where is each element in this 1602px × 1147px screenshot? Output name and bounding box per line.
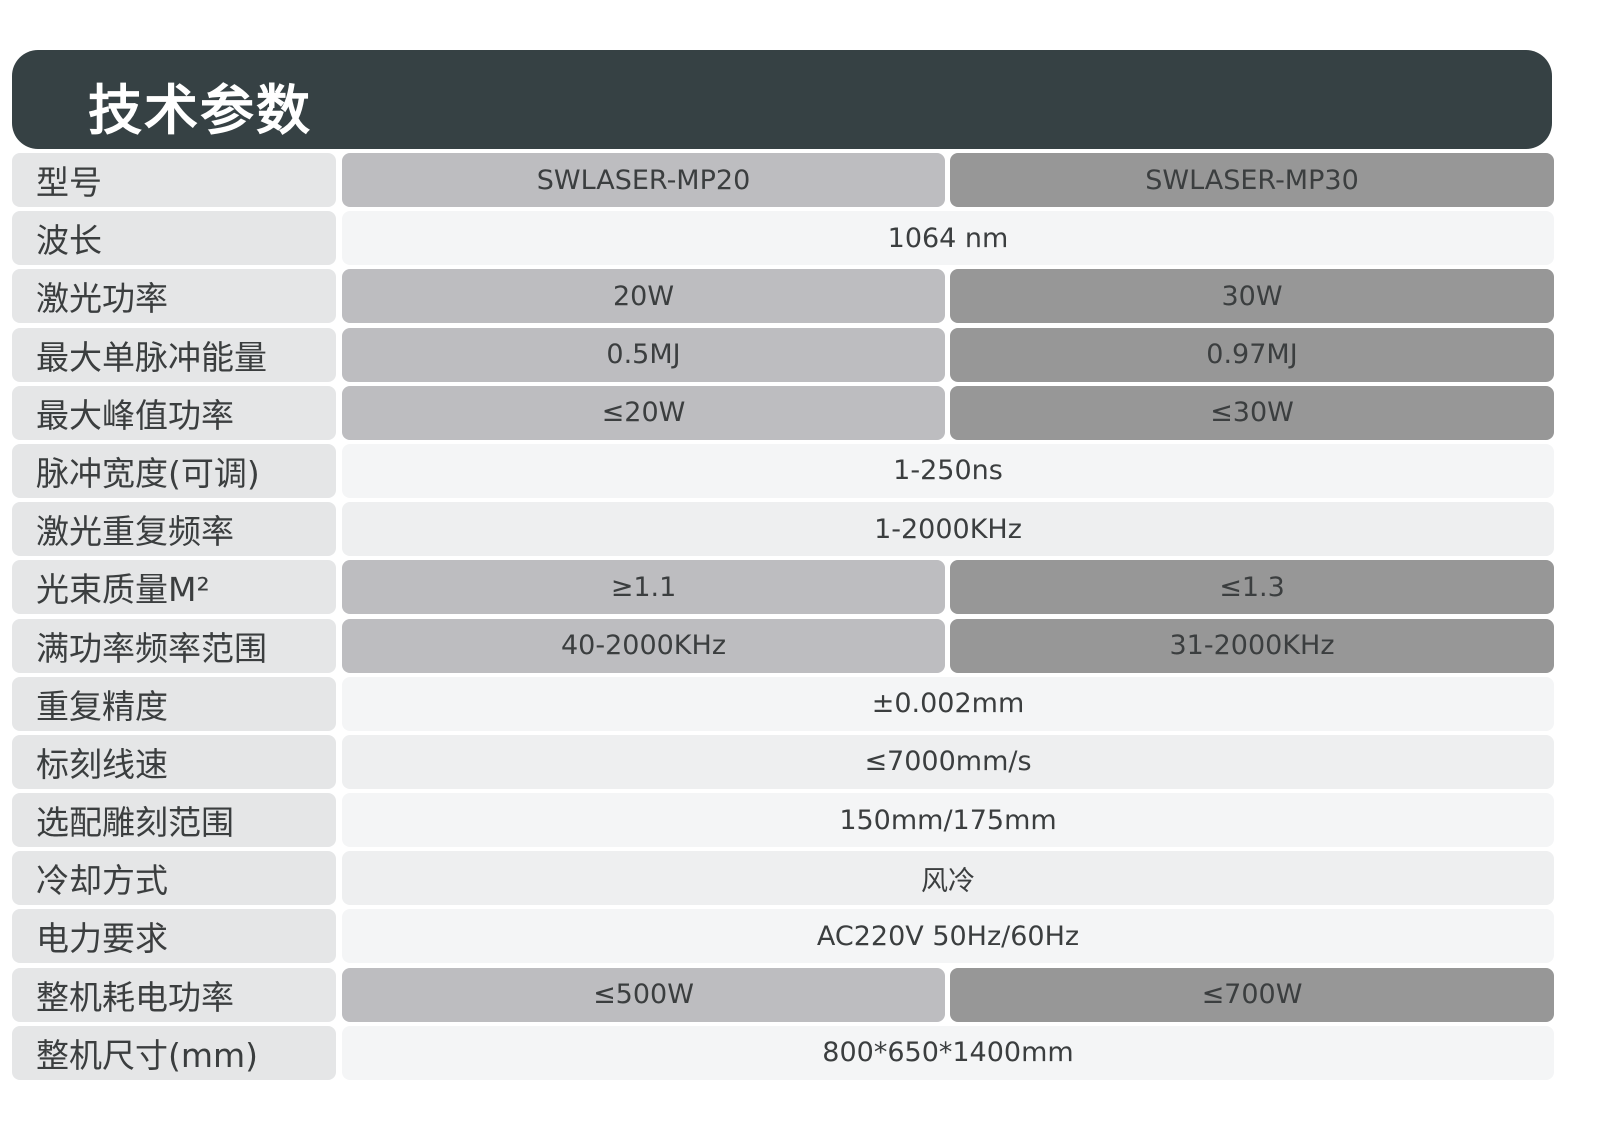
spec-row: 重复精度 ±0.002mm — [12, 676, 1554, 731]
spec-value-mp30: ≤30W — [950, 385, 1554, 440]
spec-label: 激光重复频率 — [12, 502, 336, 557]
spec-row: 波长 1064 nm — [12, 211, 1554, 266]
spec-value-shared: 1064 nm — [342, 211, 1554, 266]
spec-label: 脉冲宽度(可调) — [12, 443, 336, 498]
spec-value-shared: 1-250ns — [342, 443, 1554, 498]
spec-label: 满功率频率范围 — [12, 618, 336, 673]
title-banner: 技术参数 — [12, 50, 1552, 149]
spec-row: 满功率频率范围 40-2000KHz 31-2000KHz — [12, 618, 1554, 673]
spec-row: 标刻线速 ≤7000mm/s — [12, 734, 1554, 789]
spec-value-mp20: 40-2000KHz — [342, 618, 945, 673]
spec-label: 重复精度 — [12, 676, 336, 731]
spec-value-mp20: ≥1.1 — [342, 560, 945, 615]
spec-value-shared: AC220V 50Hz/60Hz — [342, 909, 1554, 964]
spec-label: 波长 — [12, 211, 336, 266]
spec-value-mp20: SWLASER-MP20 — [342, 153, 945, 207]
spec-row: 脉冲宽度(可调) 1-250ns — [12, 443, 1554, 498]
spec-value-mp30: 0.97MJ — [950, 327, 1554, 382]
spec-label: 冷却方式 — [12, 851, 336, 906]
spec-row: 激光重复频率 1-2000KHz — [12, 502, 1554, 557]
spec-row: 整机耗电功率 ≤500W ≤700W — [12, 967, 1554, 1022]
spec-label: 选配雕刻范围 — [12, 793, 336, 848]
spec-value-mp30: ≤700W — [950, 967, 1554, 1022]
spec-table: 型号 SWLASER-MP20 SWLASER-MP30 波长 1064 nm 激光功率 2… — [12, 153, 1554, 1084]
spec-row: 最大单脉冲能量 0.5MJ 0.97MJ — [12, 327, 1554, 382]
spec-value-mp20: 20W — [342, 269, 945, 324]
spec-row: 最大峰值功率 ≤20W ≤30W — [12, 385, 1554, 440]
spec-row: 光束质量M² ≥1.1 ≤1.3 — [12, 560, 1554, 615]
spec-label: 最大峰值功率 — [12, 385, 336, 440]
spec-value-mp20: ≤500W — [342, 967, 945, 1022]
spec-row: 型号 SWLASER-MP20 SWLASER-MP30 — [12, 153, 1554, 207]
spec-row: 整机尺寸(mm) 800*650*1400mm — [12, 1025, 1554, 1080]
spec-row: 电力要求 AC220V 50Hz/60Hz — [12, 909, 1554, 964]
spec-value-shared: 150mm/175mm — [342, 793, 1554, 848]
spec-value-mp30: SWLASER-MP30 — [950, 153, 1554, 207]
spec-value-mp30: 31-2000KHz — [950, 618, 1554, 673]
spec-value-shared: 800*650*1400mm — [342, 1025, 1554, 1080]
spec-row: 选配雕刻范围 150mm/175mm — [12, 793, 1554, 848]
spec-label: 光束质量M² — [12, 560, 336, 615]
spec-label: 电力要求 — [12, 909, 336, 964]
spec-row: 激光功率 20W 30W — [12, 269, 1554, 324]
spec-label: 标刻线速 — [12, 734, 336, 789]
spec-label: 整机耗电功率 — [12, 967, 336, 1022]
spec-value-mp30: ≤1.3 — [950, 560, 1554, 615]
spec-value-mp20: ≤20W — [342, 385, 945, 440]
spec-value-shared: 1-2000KHz — [342, 502, 1554, 557]
spec-label: 激光功率 — [12, 269, 336, 324]
spec-value-mp30: 30W — [950, 269, 1554, 324]
spec-value-shared: ≤7000mm/s — [342, 734, 1554, 789]
spec-value-mp20: 0.5MJ — [342, 327, 945, 382]
spec-value-shared: 风冷 — [342, 851, 1554, 906]
spec-label: 最大单脉冲能量 — [12, 327, 336, 382]
spec-label: 型号 — [12, 153, 336, 207]
spec-label: 整机尺寸(mm) — [12, 1025, 336, 1080]
page-title: 技术参数 — [88, 79, 312, 142]
spec-value-shared: ±0.002mm — [342, 676, 1554, 731]
spec-row: 冷却方式 风冷 — [12, 851, 1554, 906]
